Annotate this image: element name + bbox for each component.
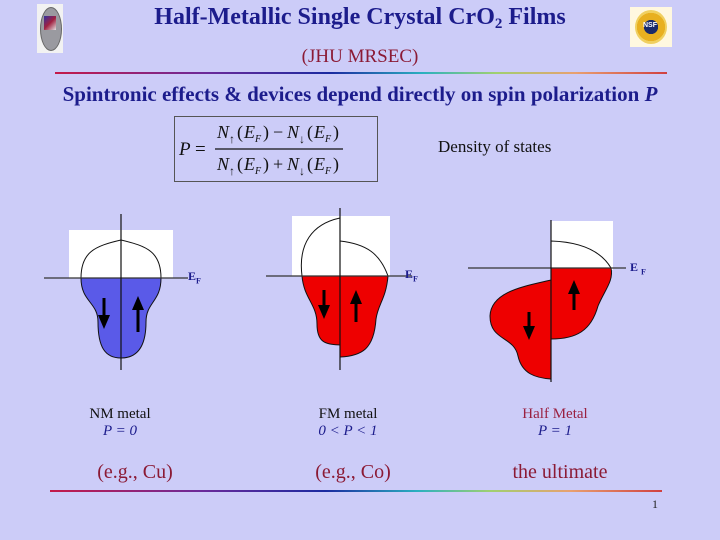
svg-text:E: E [243, 122, 255, 142]
slide-subtitle: (JHU MRSEC) [301, 46, 419, 67]
spin-up-arrow-icon [132, 296, 144, 332]
example-fm-metal: (e.g., Co) [315, 461, 391, 483]
fermi-level-label: E F [630, 260, 646, 277]
svg-text:+: + [273, 154, 283, 174]
caption-half-metal: Half Metal P = 1 [522, 406, 588, 439]
dos-diagram-nm-metal: EF [40, 212, 201, 372]
example-nm-metal: (e.g., Cu) [97, 461, 173, 483]
svg-text:(: ( [237, 122, 243, 143]
svg-text:↓: ↓ [299, 132, 305, 146]
spin-up-arrow-icon [568, 280, 580, 310]
svg-text:): ) [333, 154, 339, 175]
svg-text:): ) [263, 122, 269, 143]
svg-text:↑: ↑ [229, 164, 235, 178]
svg-text:↓: ↓ [299, 164, 305, 178]
title-divider [55, 72, 667, 74]
nsf-sun-icon [635, 10, 667, 44]
spin-up-arrow-icon [350, 290, 362, 322]
svg-text:=: = [195, 139, 206, 160]
slide-title: Half-Metallic Single Crystal CrO2 Films [154, 4, 566, 32]
footer-divider [50, 490, 662, 492]
svg-text:F: F [254, 166, 262, 177]
svg-text:E: E [243, 154, 255, 174]
university-logo [37, 4, 63, 53]
svg-text:E: E [313, 154, 325, 174]
svg-text:(: ( [237, 154, 243, 175]
svg-text:↑: ↑ [229, 132, 235, 146]
spin-down-arrow-icon [523, 312, 535, 340]
spin-down-arrow-icon [98, 298, 110, 329]
example-half-metal: the ultimate [512, 461, 608, 483]
seal-crest-icon [44, 16, 56, 30]
svg-text:): ) [333, 122, 339, 143]
svg-text:(: ( [307, 122, 313, 143]
svg-text:P: P [178, 139, 191, 160]
svg-text:(: ( [307, 154, 313, 175]
dos-diagram-fm-metal: EF [262, 204, 432, 374]
headline: Spintronic effects & devices depend dire… [62, 82, 658, 106]
polarization-formula: P = N ↑ ( E F ) − N ↓ ( E F ) N ↑ ( E F … [174, 116, 378, 182]
svg-text:−: − [273, 122, 283, 142]
svg-text:): ) [263, 154, 269, 175]
page-number: 1 [652, 497, 658, 511]
fermi-level-label: EF [405, 267, 418, 284]
svg-text:N: N [286, 122, 300, 142]
caption-nm-metal: NM metal P = 0 [89, 406, 151, 439]
nsf-logo: NSF [630, 7, 672, 47]
svg-text:F: F [254, 134, 262, 145]
svg-text:E: E [313, 122, 325, 142]
svg-text:N: N [286, 154, 300, 174]
dos-diagram-half-metal: E F [466, 206, 656, 386]
caption-fm-metal: FM metal 0 < P < 1 [318, 406, 378, 439]
svg-text:F: F [324, 166, 332, 177]
svg-text:N: N [216, 122, 230, 142]
svg-text:N: N [216, 154, 230, 174]
density-of-states-label: Density of states [438, 137, 552, 156]
svg-text:F: F [324, 134, 332, 145]
spin-down-arrow-icon [318, 290, 330, 319]
nsf-logo-text: NSF [643, 22, 657, 29]
fermi-level-label: EF [188, 269, 201, 286]
